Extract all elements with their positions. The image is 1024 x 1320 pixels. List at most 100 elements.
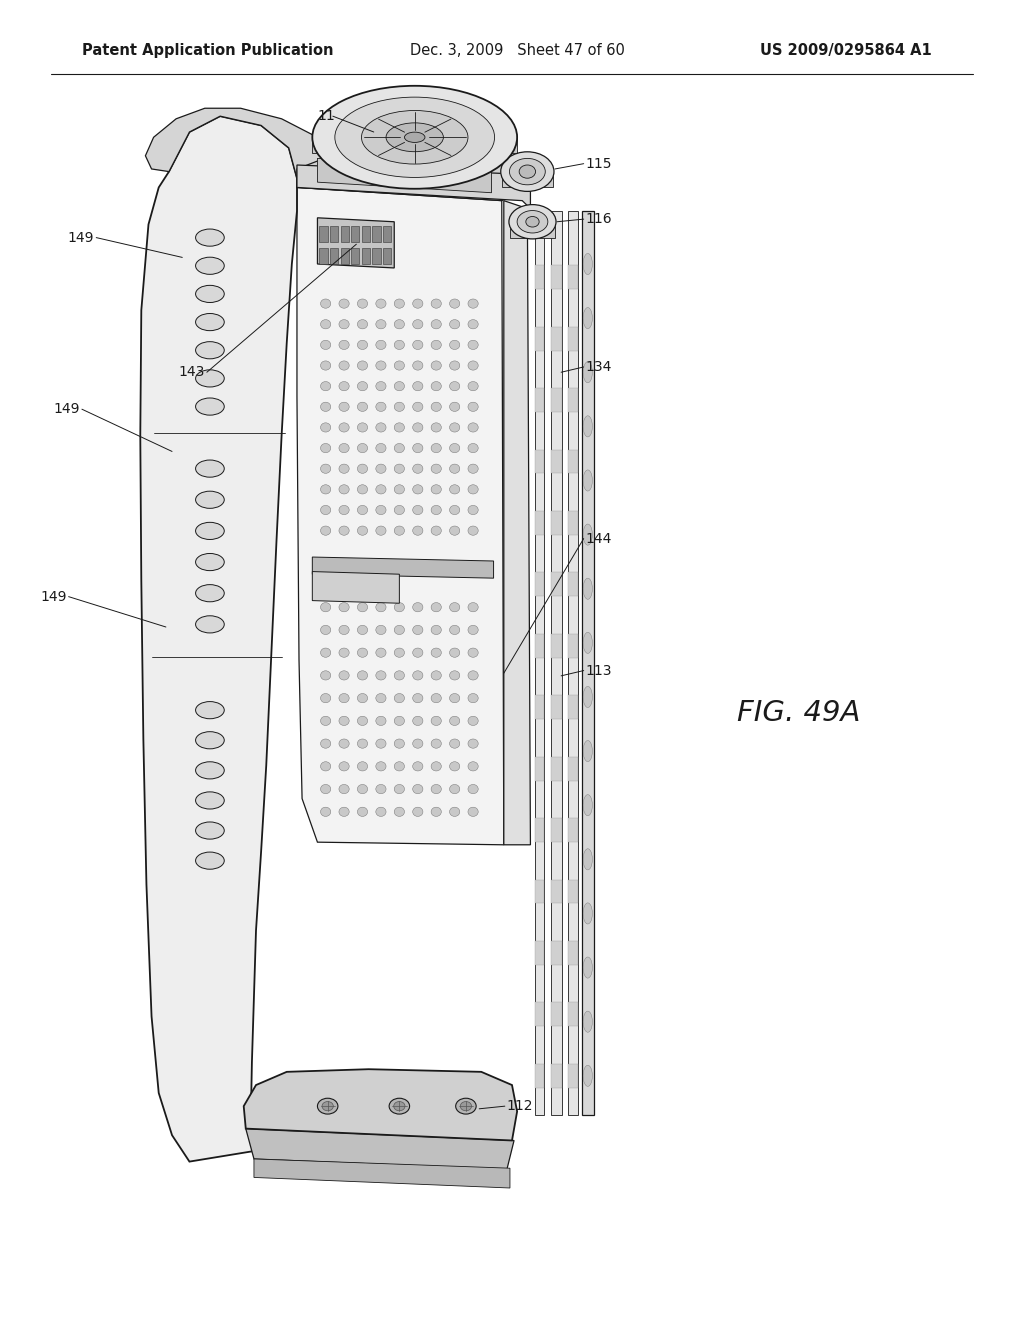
Ellipse shape bbox=[321, 506, 331, 515]
Ellipse shape bbox=[357, 403, 368, 412]
Ellipse shape bbox=[394, 671, 404, 680]
Ellipse shape bbox=[468, 648, 478, 657]
Ellipse shape bbox=[393, 1101, 406, 1111]
Polygon shape bbox=[535, 1002, 544, 1026]
Ellipse shape bbox=[584, 795, 592, 816]
Polygon shape bbox=[383, 226, 391, 242]
Ellipse shape bbox=[376, 360, 386, 370]
Polygon shape bbox=[312, 557, 494, 578]
Ellipse shape bbox=[321, 484, 331, 494]
Polygon shape bbox=[319, 248, 328, 264]
Ellipse shape bbox=[450, 506, 460, 515]
Ellipse shape bbox=[431, 422, 441, 432]
Ellipse shape bbox=[335, 98, 495, 177]
Polygon shape bbox=[297, 165, 530, 209]
Ellipse shape bbox=[196, 585, 224, 602]
Polygon shape bbox=[568, 941, 578, 965]
Ellipse shape bbox=[339, 693, 349, 702]
Ellipse shape bbox=[321, 444, 331, 453]
Ellipse shape bbox=[394, 360, 404, 370]
Ellipse shape bbox=[468, 626, 478, 635]
Ellipse shape bbox=[450, 525, 460, 536]
Ellipse shape bbox=[431, 484, 441, 494]
Ellipse shape bbox=[394, 739, 404, 748]
Ellipse shape bbox=[450, 319, 460, 329]
Ellipse shape bbox=[376, 506, 386, 515]
Polygon shape bbox=[297, 187, 504, 845]
Polygon shape bbox=[319, 226, 328, 242]
Ellipse shape bbox=[584, 1011, 592, 1032]
Ellipse shape bbox=[376, 300, 386, 309]
Ellipse shape bbox=[468, 381, 478, 391]
Ellipse shape bbox=[468, 762, 478, 771]
Ellipse shape bbox=[321, 422, 331, 432]
Ellipse shape bbox=[394, 300, 404, 309]
Ellipse shape bbox=[456, 1098, 476, 1114]
Ellipse shape bbox=[339, 525, 349, 536]
Ellipse shape bbox=[431, 671, 441, 680]
Polygon shape bbox=[535, 573, 544, 597]
Polygon shape bbox=[341, 226, 349, 242]
Ellipse shape bbox=[376, 444, 386, 453]
Ellipse shape bbox=[413, 762, 423, 771]
Polygon shape bbox=[551, 1064, 562, 1088]
Ellipse shape bbox=[339, 341, 349, 350]
Polygon shape bbox=[551, 511, 562, 535]
Polygon shape bbox=[510, 222, 555, 238]
Polygon shape bbox=[551, 388, 562, 412]
Polygon shape bbox=[551, 211, 562, 1115]
Ellipse shape bbox=[394, 403, 404, 412]
Ellipse shape bbox=[339, 671, 349, 680]
Ellipse shape bbox=[431, 717, 441, 726]
Ellipse shape bbox=[339, 739, 349, 748]
Ellipse shape bbox=[339, 506, 349, 515]
Polygon shape bbox=[373, 226, 381, 242]
Polygon shape bbox=[551, 941, 562, 965]
Ellipse shape bbox=[413, 360, 423, 370]
Ellipse shape bbox=[431, 808, 441, 816]
Ellipse shape bbox=[339, 784, 349, 793]
Polygon shape bbox=[535, 634, 544, 657]
Ellipse shape bbox=[394, 381, 404, 391]
Ellipse shape bbox=[450, 602, 460, 611]
Ellipse shape bbox=[431, 648, 441, 657]
Polygon shape bbox=[330, 248, 338, 264]
Ellipse shape bbox=[468, 717, 478, 726]
Ellipse shape bbox=[321, 717, 331, 726]
Polygon shape bbox=[317, 158, 492, 193]
Ellipse shape bbox=[468, 784, 478, 793]
Ellipse shape bbox=[196, 523, 224, 540]
Ellipse shape bbox=[450, 762, 460, 771]
Ellipse shape bbox=[321, 739, 331, 748]
Polygon shape bbox=[551, 450, 562, 474]
Ellipse shape bbox=[431, 602, 441, 611]
Ellipse shape bbox=[468, 360, 478, 370]
Polygon shape bbox=[582, 211, 594, 1115]
Ellipse shape bbox=[413, 484, 423, 494]
Polygon shape bbox=[535, 1064, 544, 1088]
Ellipse shape bbox=[394, 626, 404, 635]
Ellipse shape bbox=[450, 381, 460, 391]
Ellipse shape bbox=[394, 422, 404, 432]
Ellipse shape bbox=[450, 739, 460, 748]
Ellipse shape bbox=[339, 648, 349, 657]
Ellipse shape bbox=[394, 808, 404, 816]
Ellipse shape bbox=[321, 360, 331, 370]
Ellipse shape bbox=[468, 808, 478, 816]
Ellipse shape bbox=[468, 739, 478, 748]
Ellipse shape bbox=[196, 822, 224, 840]
Ellipse shape bbox=[431, 444, 441, 453]
Ellipse shape bbox=[413, 525, 423, 536]
Ellipse shape bbox=[468, 671, 478, 680]
Ellipse shape bbox=[357, 648, 368, 657]
Ellipse shape bbox=[450, 484, 460, 494]
Ellipse shape bbox=[196, 230, 224, 247]
Ellipse shape bbox=[196, 342, 224, 359]
Ellipse shape bbox=[519, 165, 536, 178]
Text: 144: 144 bbox=[586, 532, 612, 545]
Ellipse shape bbox=[394, 341, 404, 350]
Ellipse shape bbox=[450, 300, 460, 309]
Polygon shape bbox=[551, 573, 562, 597]
Polygon shape bbox=[535, 327, 544, 351]
Ellipse shape bbox=[376, 808, 386, 816]
